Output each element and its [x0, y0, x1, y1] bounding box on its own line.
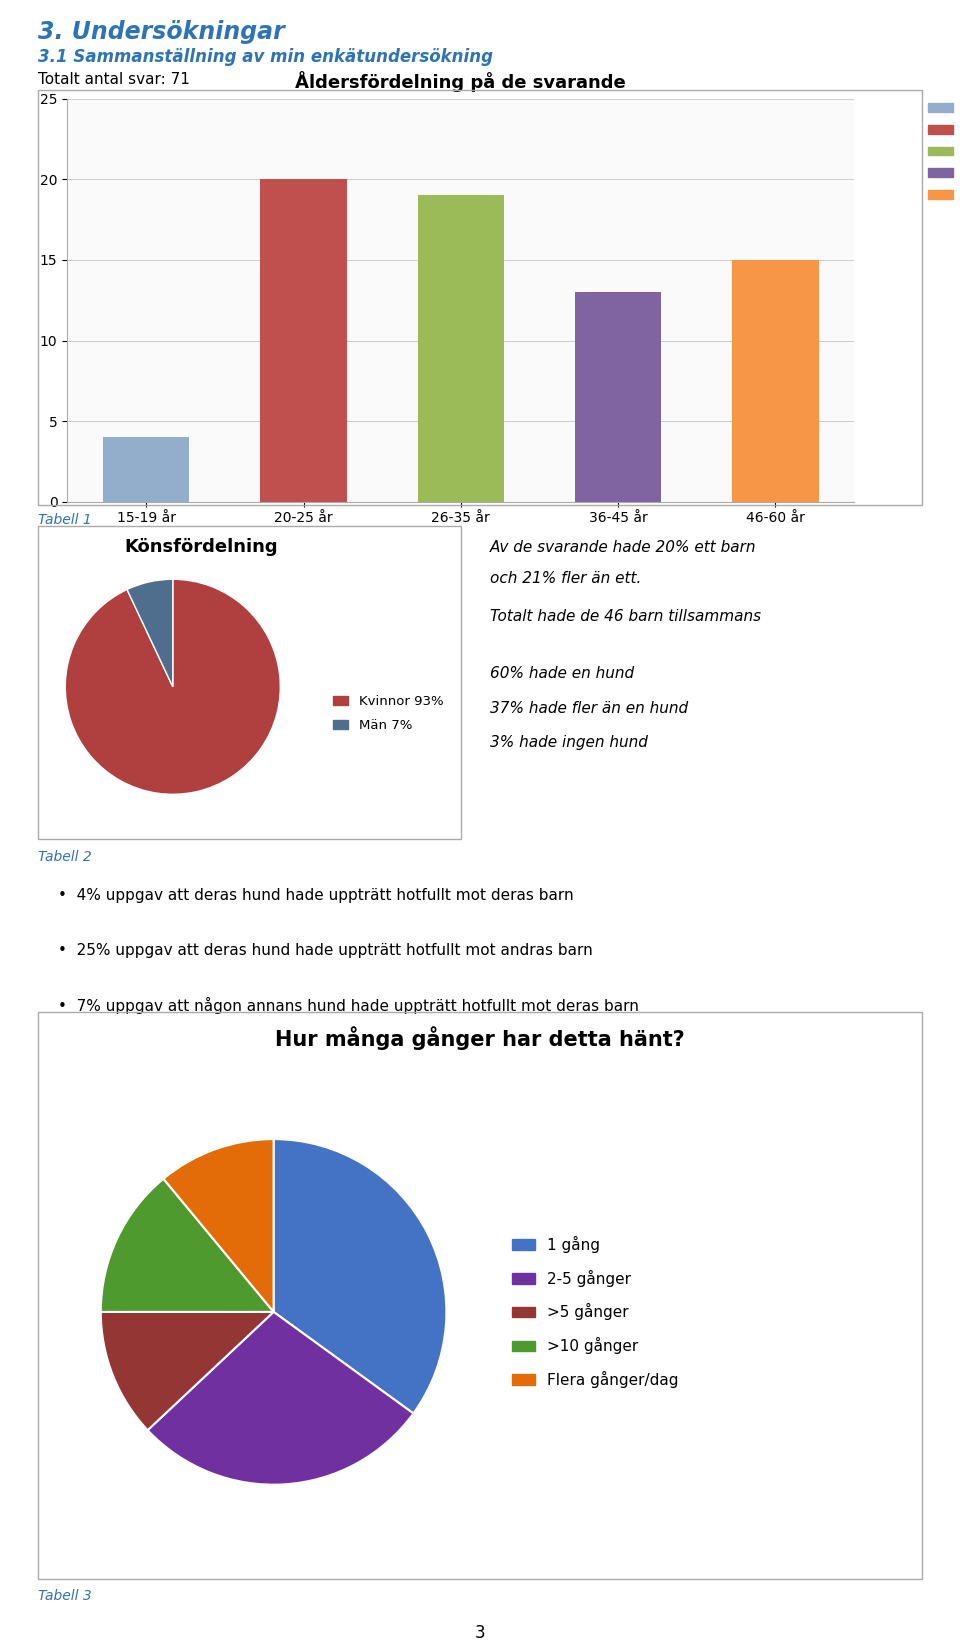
Text: och 21% fler än ett.: och 21% fler än ett. [490, 571, 641, 586]
Text: Totalt hade de 46 barn tillsammans: Totalt hade de 46 barn tillsammans [490, 609, 760, 623]
Bar [575, 293, 661, 502]
Text: Av de svarande hade 20% ett barn: Av de svarande hade 20% ett barn [490, 540, 756, 554]
Text: •  25% uppgav att deras hund hade uppträtt hotfullt mot andras barn: • 25% uppgav att deras hund hade uppträt… [58, 943, 592, 957]
Wedge shape [274, 1138, 446, 1413]
Wedge shape [127, 579, 173, 688]
Text: Totalt antal svar: 71: Totalt antal svar: 71 [38, 72, 190, 87]
Text: •  7% uppgav att någon annans hund hade uppträtt hotfullt mot deras barn: • 7% uppgav att någon annans hund hade u… [58, 997, 638, 1013]
Bar [260, 179, 347, 502]
Text: 3.1 Sammanställning av min enkätundersökning: 3.1 Sammanställning av min enkätundersök… [38, 48, 493, 66]
Wedge shape [148, 1313, 414, 1485]
Legend: Kvinnor 93%, Män 7%: Kvinnor 93%, Män 7% [327, 691, 449, 737]
Text: Hur många gånger har detta hänt?: Hur många gånger har detta hänt? [276, 1026, 684, 1050]
Title: Åldersfördelning på de svarande: Åldersfördelning på de svarande [296, 71, 626, 92]
Bar [732, 260, 819, 502]
Legend: 1 gång, 2-5 gånger, >5 gånger, >10 gånger, Flera gånger/dag: 1 gång, 2-5 gånger, >5 gånger, >10 gånge… [506, 1229, 684, 1395]
Bar [418, 196, 504, 502]
Text: Könsfördelning: Könsfördelning [125, 538, 278, 556]
Wedge shape [101, 1311, 274, 1430]
Wedge shape [163, 1138, 274, 1313]
Wedge shape [101, 1179, 274, 1313]
Text: Tabell 3: Tabell 3 [38, 1589, 92, 1604]
Text: Tabell 1: Tabell 1 [38, 513, 92, 528]
Legend: 15-19 år, 20-25 år, 26-35 år, 36-45 år, 46-60 år: 15-19 år, 20-25 år, 26-35 år, 36-45 år, … [924, 97, 960, 207]
Wedge shape [65, 579, 280, 795]
Text: 37% hade fler än en hund: 37% hade fler än en hund [490, 701, 687, 716]
Text: 3% hade ingen hund: 3% hade ingen hund [490, 735, 647, 750]
Text: Tabell 2: Tabell 2 [38, 850, 92, 865]
Text: 3: 3 [474, 1624, 486, 1642]
Text: •  4% uppgav att deras hund hade uppträtt hotfullt mot deras barn: • 4% uppgav att deras hund hade uppträtt… [58, 888, 573, 903]
Text: 60% hade en hund: 60% hade en hund [490, 666, 634, 681]
Text: 3. Undersökningar: 3. Undersökningar [38, 20, 285, 44]
Bar [103, 438, 189, 502]
